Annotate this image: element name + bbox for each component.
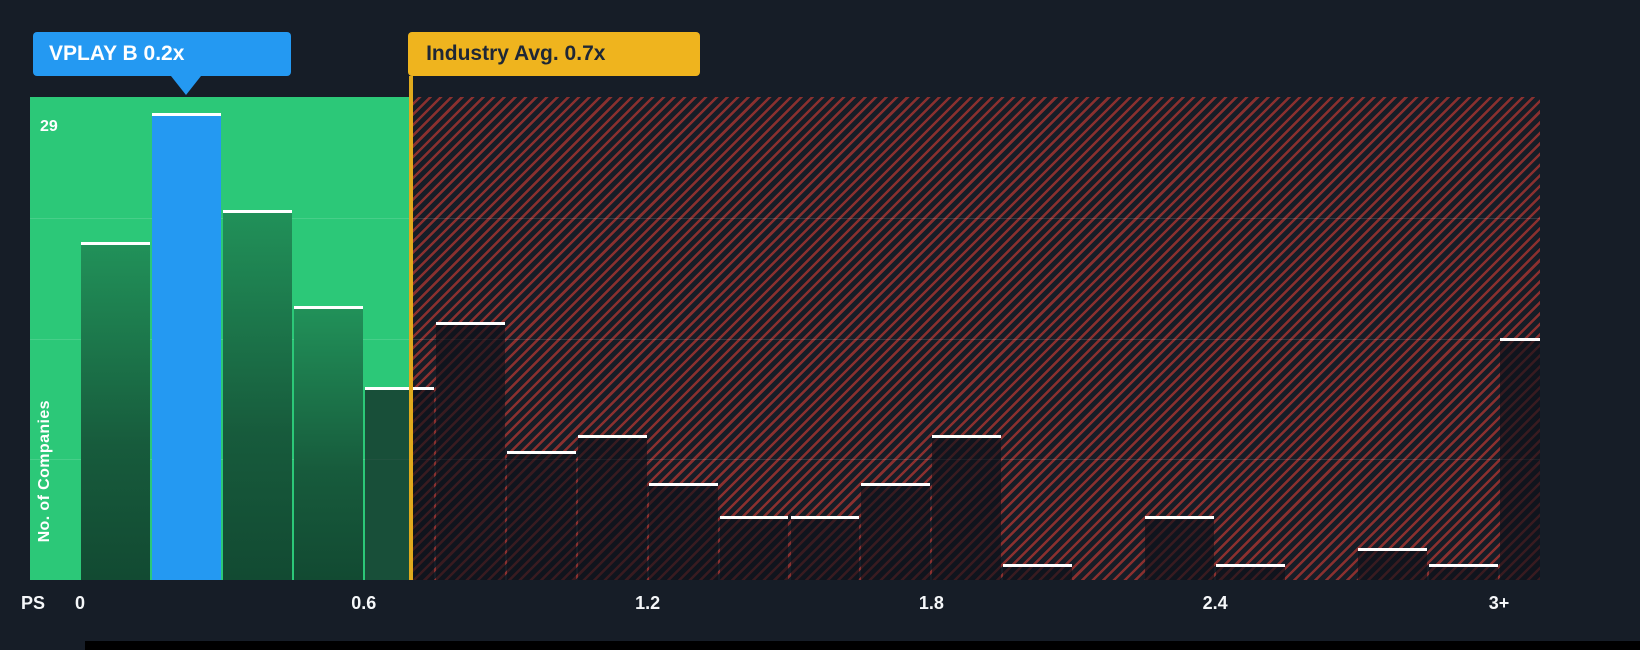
bar-x0.60-count-12[interactable] (364, 387, 434, 580)
bar-x2.40-count-1[interactable] (1216, 564, 1286, 580)
gridline (30, 218, 1540, 219)
x-tick-2.4: 2.4 (1202, 593, 1228, 613)
bar-x0.00-count-21[interactable] (81, 242, 150, 580)
bar-x0.15-count-29[interactable] (151, 113, 221, 580)
bars (30, 97, 1540, 580)
x-tick-3+: 3+ (1488, 593, 1510, 613)
bar-x1.65-count-6[interactable] (861, 483, 931, 580)
x-tick-1.8: 1.8 (918, 593, 944, 613)
bar-x1.50-count-4[interactable] (790, 516, 860, 580)
y-axis-title: No. of Companies (36, 400, 53, 543)
bar-x1.20-count-6[interactable] (648, 483, 718, 580)
industry-avg-tooltip-label: Industry Avg. 0.7x (426, 42, 606, 65)
bar-x1.95-count-1[interactable] (1003, 564, 1073, 580)
bar-x2.70-count-2[interactable] (1358, 548, 1428, 580)
bottom-strip (85, 641, 1640, 650)
company-tooltip: VPLAY B 0.2x (33, 32, 291, 95)
industry-avg-tooltip: Industry Avg. 0.7x (408, 32, 701, 76)
industry-avg-line (409, 76, 414, 580)
bar-x0.90-count-8[interactable] (506, 451, 576, 580)
company-tooltip-label: VPLAY B 0.2x (49, 42, 185, 65)
bar-x3.00-count-15[interactable] (1500, 338, 1540, 580)
bar-x0.45-count-17[interactable] (293, 306, 363, 580)
plot-area (30, 97, 1540, 580)
bar-x1.80-count-9[interactable] (932, 435, 1002, 580)
bar-x1.35-count-4[interactable] (719, 516, 789, 580)
gridline (30, 459, 1540, 460)
x-axis-prefix: PS (20, 593, 46, 613)
bar-x2.25-count-4[interactable] (1145, 516, 1215, 580)
bar-x2.85-count-1[interactable] (1429, 564, 1498, 580)
x-tick-0: 0 (74, 593, 86, 613)
y-max-label: 29 (40, 118, 58, 135)
gridline (30, 339, 1540, 340)
bar-x0.30-count-23[interactable] (222, 210, 292, 580)
x-tick-0.6: 0.6 (351, 593, 377, 613)
x-tick-1.2: 1.2 (635, 593, 661, 613)
x-axis: PS 0 0.6 1.2 1.8 2.4 3+ (0, 593, 1640, 621)
company-tooltip-pointer-icon (171, 76, 202, 95)
bar-x0.75-count-16[interactable] (435, 322, 505, 580)
bar-x1.05-count-9[interactable] (577, 435, 647, 580)
